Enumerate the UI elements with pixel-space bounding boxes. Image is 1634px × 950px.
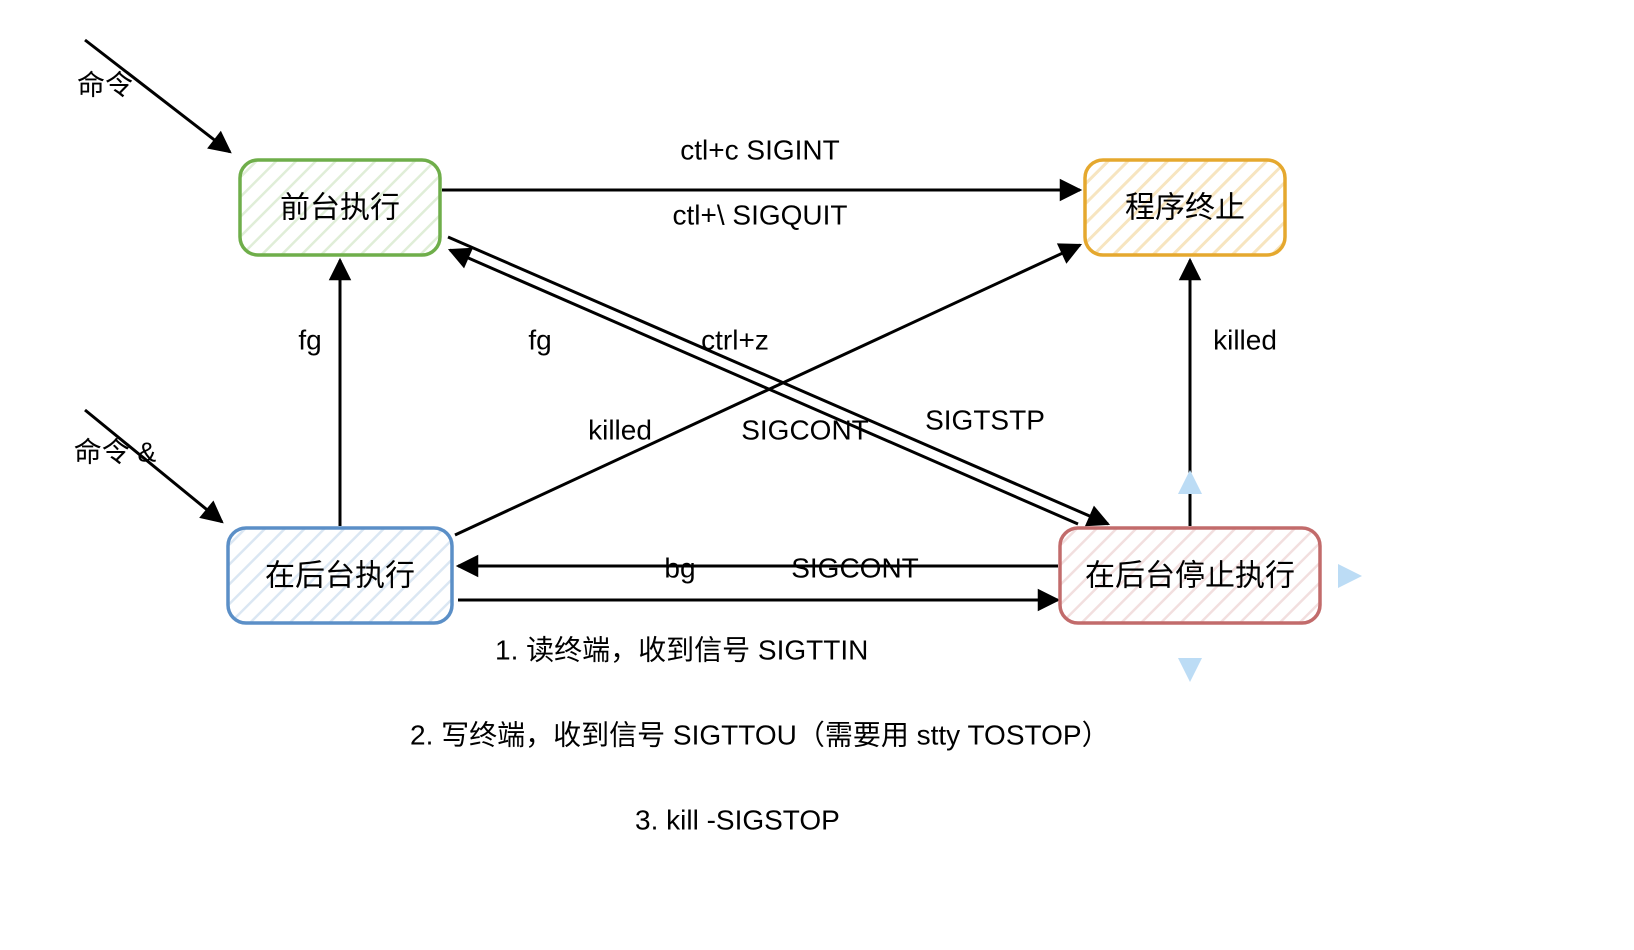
label-killed2: killed xyxy=(1213,325,1277,356)
node-background-run-label: 在后台执行 xyxy=(265,560,415,593)
handle-down-icon[interactable] xyxy=(1178,658,1202,682)
note-2: 2. 写终端，收到信号 SIGTTOU（需要用 stty TOSTOP） xyxy=(410,720,1110,751)
label-sigtstp: SIGTSTP xyxy=(925,405,1045,436)
label-sigint: ctl+c SIGINT xyxy=(680,135,839,166)
label-sigcont2: SIGCONT xyxy=(791,553,919,584)
node-foreground-label: 前台执行 xyxy=(280,192,400,225)
entry-cmdbg-label: 命令 & xyxy=(74,437,157,468)
edge-bgrun-to-term xyxy=(455,245,1080,535)
node-background-run: 在后台执行 xyxy=(228,528,452,623)
node-background-stop-label: 在后台停止执行 xyxy=(1085,560,1295,593)
label-sigquit: ctl+\ SIGQUIT xyxy=(672,200,847,231)
note-3: 3. kill -SIGSTOP xyxy=(635,805,840,836)
node-terminated: 程序终止 xyxy=(1085,160,1285,255)
node-background-stop[interactable]: 在后台停止执行 xyxy=(1060,528,1320,623)
handle-up-icon[interactable] xyxy=(1178,470,1202,494)
label-fg1: fg xyxy=(298,325,321,356)
label-ctrlz: ctrl+z xyxy=(701,325,769,356)
note-1: 1. 读终端，收到信号 SIGTTIN xyxy=(495,635,868,666)
edge-fg-to-bgstop xyxy=(448,237,1108,524)
node-terminated-label: 程序终止 xyxy=(1125,192,1245,225)
state-diagram: 命令 命令 & ctl+c SIGINT ctl+\ SIGQUIT fg fg… xyxy=(0,0,1634,950)
handle-right-icon[interactable] xyxy=(1338,564,1362,588)
label-killed1: killed xyxy=(588,415,652,446)
entry-cmd-label: 命令 xyxy=(77,70,133,101)
label-sigcont1: SIGCONT xyxy=(741,415,869,446)
label-fg2: fg xyxy=(528,325,551,356)
label-bg: bg xyxy=(664,553,695,584)
node-foreground: 前台执行 xyxy=(240,160,440,255)
